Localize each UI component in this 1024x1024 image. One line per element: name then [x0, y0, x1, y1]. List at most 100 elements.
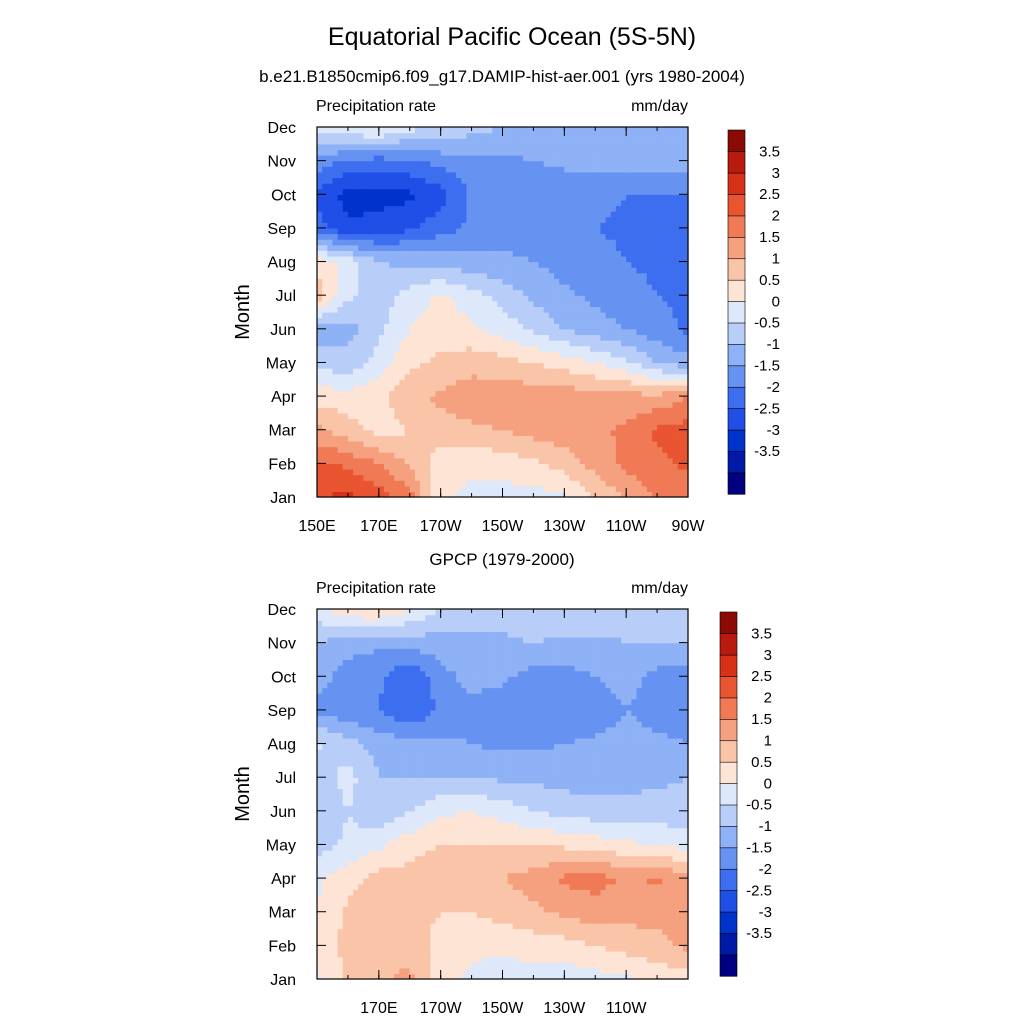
- heatmap-cell: [409, 143, 416, 151]
- heatmap-cell: [389, 474, 395, 481]
- heatmap-cell: [523, 177, 529, 184]
- heatmap-cell: [409, 334, 416, 341]
- heatmap-cell: [414, 177, 421, 184]
- heatmap-cell: [481, 171, 488, 179]
- heatmap-cell: [332, 255, 339, 263]
- heatmap-cell: [543, 160, 550, 167]
- heatmap-cell: [456, 300, 462, 307]
- heatmap-cell: [528, 132, 535, 139]
- heatmap-cell: [615, 250, 622, 257]
- heatmap-cell: [600, 334, 607, 341]
- heatmap-cell: [590, 300, 596, 307]
- heatmap-cell: [548, 485, 555, 492]
- heatmap-cell: [682, 171, 689, 179]
- heatmap-cell: [559, 250, 565, 257]
- heatmap-cell: [610, 261, 617, 268]
- heatmap-cell: [636, 261, 643, 268]
- heatmap-cell: [476, 177, 483, 184]
- heatmap-cell: [399, 138, 406, 145]
- heatmap-cell: [502, 973, 509, 980]
- heatmap-cell: [646, 155, 653, 162]
- heatmap-cell: [538, 233, 545, 240]
- heatmap-cell: [342, 171, 349, 179]
- heatmap-cell: [636, 340, 643, 347]
- heatmap-cell: [425, 474, 431, 481]
- heatmap-cell: [492, 160, 498, 167]
- heatmap-cell: [440, 418, 447, 425]
- heatmap-cell: [471, 177, 478, 184]
- heatmap-cell: [610, 356, 617, 364]
- heatmap-cell: [487, 306, 493, 313]
- heatmap-cell: [528, 244, 535, 251]
- heatmap-cell: [512, 418, 519, 425]
- heatmap-cell: [456, 205, 462, 212]
- heatmap-cell: [651, 267, 658, 274]
- heatmap-cell: [538, 401, 545, 408]
- heatmap-cell: [554, 973, 560, 980]
- y-tick-label: Oct: [271, 187, 296, 204]
- heatmap-cell: [646, 345, 653, 352]
- heatmap-cell: [466, 474, 473, 481]
- heatmap-cell: [646, 429, 653, 436]
- heatmap-cell: [337, 407, 344, 414]
- heatmap-cell: [347, 233, 354, 240]
- heatmap-cell: [461, 244, 468, 251]
- heatmap-cell: [651, 973, 658, 980]
- heatmap-cell: [450, 435, 457, 442]
- heatmap-cell: [322, 267, 328, 274]
- heatmap-cell: [347, 973, 354, 980]
- heatmap-cell: [574, 328, 581, 336]
- heatmap-cell: [420, 261, 426, 268]
- heatmap-cell: [373, 412, 380, 420]
- heatmap-cell: [502, 244, 509, 251]
- heatmap-cell: [322, 160, 328, 167]
- heatmap-cell: [610, 368, 617, 375]
- heatmap-cell: [657, 143, 663, 151]
- heatmap-cell: [610, 160, 617, 167]
- heatmap-cell: [461, 312, 468, 319]
- heatmap-cell: [662, 278, 668, 285]
- heatmap-cell: [621, 418, 627, 425]
- heatmap-cell: [332, 491, 339, 498]
- heatmap-cell: [373, 463, 380, 470]
- heatmap-cell: [456, 132, 462, 139]
- heatmap-cell: [394, 334, 401, 341]
- heatmap-cell: [363, 396, 370, 403]
- heatmap-cell: [471, 233, 478, 240]
- heatmap-cell: [445, 356, 452, 364]
- heatmap-cell: [646, 250, 653, 257]
- heatmap-cell: [641, 233, 648, 240]
- heatmap-cell: [682, 480, 689, 487]
- heatmap-cell: [425, 334, 431, 341]
- heatmap-cell: [507, 474, 514, 481]
- heatmap-cell: [440, 452, 447, 459]
- heatmap-cell: [559, 227, 565, 235]
- heatmap-cell: [404, 452, 411, 459]
- heatmap-cell: [466, 390, 473, 397]
- heatmap-cell: [368, 222, 375, 229]
- heatmap-cell: [538, 440, 545, 448]
- heatmap-cell: [682, 194, 689, 201]
- heatmap-cell: [481, 132, 488, 139]
- heatmap-cell: [605, 155, 612, 162]
- heatmap-cell: [646, 379, 653, 386]
- heatmap-cell: [492, 446, 498, 453]
- heatmap-cell: [662, 233, 668, 240]
- heatmap-cell: [621, 317, 627, 324]
- heatmap-cell: [615, 440, 622, 448]
- heatmap-cell: [430, 446, 437, 453]
- heatmap-cell: [389, 424, 395, 431]
- heatmap-cell: [543, 261, 550, 268]
- heatmap-cell: [672, 440, 679, 448]
- heatmap-cell: [672, 177, 679, 184]
- heatmap-cell: [517, 440, 524, 448]
- heatmap-cell: [466, 127, 473, 134]
- heatmap-cell: [543, 368, 550, 375]
- heatmap-cell: [399, 166, 406, 173]
- heatmap-cell: [677, 452, 684, 459]
- heatmap-cell: [610, 171, 617, 179]
- heatmap-cell: [600, 401, 607, 408]
- heatmap-cell: [641, 317, 648, 324]
- heatmap-cell: [574, 227, 581, 235]
- heatmap-cell: [651, 323, 658, 330]
